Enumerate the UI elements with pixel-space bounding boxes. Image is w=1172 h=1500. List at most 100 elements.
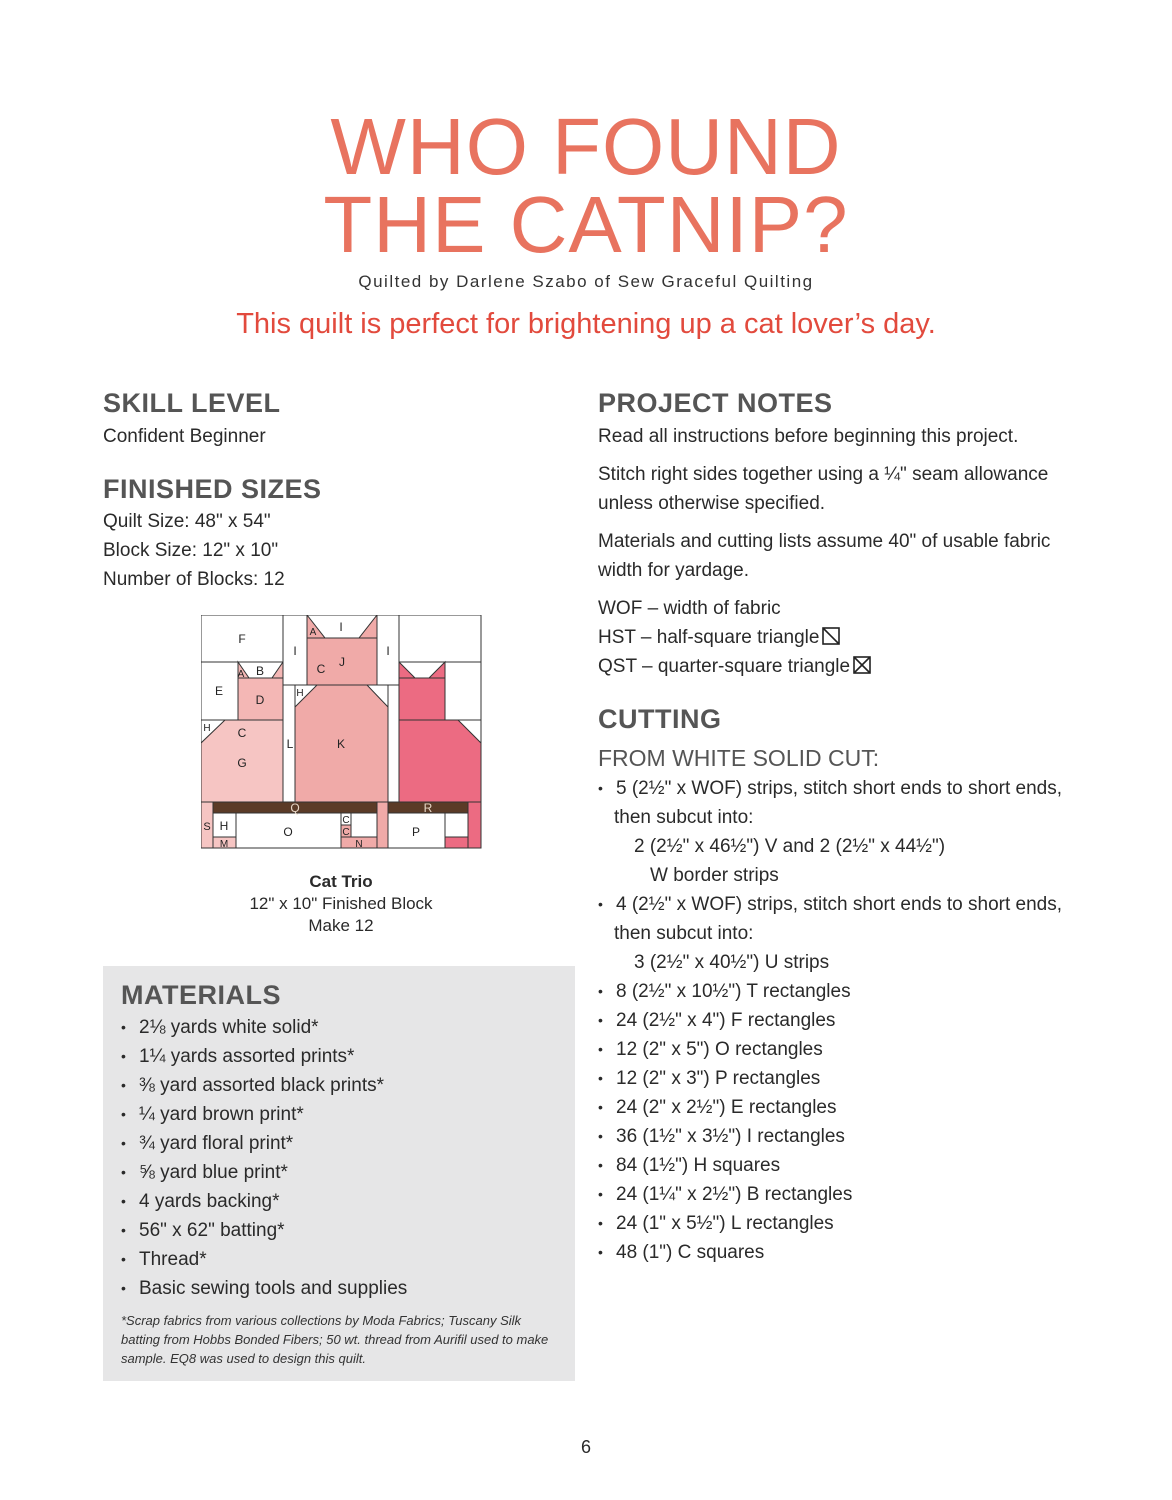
materials-footnote: *Scrap fabrics from various collections … [121,1313,549,1366]
label-c: C [317,662,326,676]
material-item: ⅝ yard blue print* [121,1158,557,1187]
cutting-item: 48 (1") C squares [598,1238,1078,1267]
right-ear-right [427,660,446,679]
center-strip [376,801,389,849]
note-wof: WOF – width of fabric [598,598,781,619]
right-cat-head [398,677,446,721]
cutting-item: 24 (1¼" x 2½") B rectangles [598,1180,1078,1209]
cat-trio-block-diagram: F I I I A A B J C C E D H H G L K Q R S … [201,615,482,849]
note-p2: Stitch right sides together using a ¼" s… [598,464,1049,514]
material-item: 1¼ yards assorted prints* [121,1042,557,1071]
piece-p [387,812,446,849]
white-small-right [444,812,469,838]
skill-value: Confident Beginner [103,426,266,447]
note-p1: Read all instructions before beginning t… [598,426,1019,447]
white-small [350,812,378,838]
project-notes-section: PROJECT NOTES Read all instructions befo… [598,388,1078,681]
label-a: A [238,669,245,680]
hst-text: HST – half-square triangle [598,627,820,648]
qst-text: QST – quarter-square triangle [598,656,851,677]
cutting-subline: W border strips [650,865,779,886]
finished-sizes-section: FINISHED SIZES Quilt Size: 48" x 54" Blo… [103,474,322,594]
label-h: H [296,688,303,699]
label-f: F [238,632,245,646]
skill-level-section: SKILL LEVEL Confident Beginner [103,388,281,451]
cutting-subline: 2 (2½" x 46½") V and 2 (2½" x 44½") [634,836,946,857]
qst-icon [853,656,871,674]
tagline: This quilt is perfect for brightening up… [236,308,936,340]
note-qst: QST – quarter-square triangle [598,652,1078,681]
label-j: J [339,655,345,669]
label-c: C [342,815,349,826]
cutting-heading: CUTTING [598,704,722,734]
cutting-item: 12 (2" x 3") P rectangles [598,1064,1078,1093]
note-hst: HST – half-square triangle [598,623,1078,652]
title-line-1: WHO FOUND [330,102,842,191]
title-line-2: THE CATNIP? [323,180,849,269]
label-h: H [203,723,210,734]
cutting-item: 24 (2½" x 4") F rectangles [598,1006,1078,1035]
material-item: Thread* [121,1245,557,1274]
note-p3: Materials and cutting lists assume 40" o… [598,531,1051,581]
label-o: O [283,825,292,839]
cutting-subheading: FROM WHITE SOLID CUT: [598,745,880,771]
cutting-item: 12 (2" x 5") O rectangles [598,1035,1078,1064]
label-i: I [386,644,389,658]
cutting-section: CUTTING FROM WHITE SOLID CUT: 5 (2½" x W… [598,704,1078,1267]
label-r: R [424,801,433,815]
block-caption-size: 12" x 10" Finished Block [249,894,433,913]
top-right-white [398,615,482,663]
right-ear-left [398,660,417,679]
label-q: Q [290,801,299,815]
block-caption-make: Make 12 [308,916,374,935]
label-i: I [293,644,296,658]
piece-n [340,836,378,849]
size-item: Number of Blocks: 12 [103,569,285,590]
dark-square [444,836,469,849]
label-b: B [256,664,264,678]
cutting-item: 24 (2" x 2½") E rectangles [598,1093,1078,1122]
byline: Quilted by Darlene Szabo of Sew Graceful… [358,272,814,291]
cutting-item: 84 (1½") H squares [598,1151,1078,1180]
piece-h-left [201,719,227,744]
materials-list: 2⅛ yards white solid* 1¼ yards assorted … [121,1013,557,1303]
label-p: P [412,825,420,839]
material-item: Basic sewing tools and supplies [121,1274,557,1303]
cutting-subline: then subcut into: [614,923,754,944]
material-item: 56" x 62" batting* [121,1216,557,1245]
right-cat-body [398,719,482,803]
materials-heading: MATERIALS [121,980,281,1010]
label-s: S [203,821,210,833]
right-corner [456,719,482,745]
material-item: ¼ yard brown print* [121,1100,557,1129]
notes-heading: PROJECT NOTES [598,388,833,418]
label-k: K [337,737,345,751]
cutting-item: 8 (2½" x 10½") T rectangles [598,977,1078,1006]
skill-heading: SKILL LEVEL [103,388,281,418]
strip-right [387,684,400,803]
piece-a-center [306,615,327,639]
label-d: D [256,693,265,707]
hst-icon [822,627,841,645]
label-a: A [310,627,317,638]
label-h: H [220,819,229,833]
cutting-subline: 3 (2½" x 40½") U strips [634,952,830,973]
label-l: L [287,737,294,751]
cutting-list: 5 (2½" x WOF) strips, stitch short ends … [598,774,1078,1267]
label-c: C [238,726,247,740]
material-item: ⅜ yard assorted black prints* [121,1071,557,1100]
page-number: 6 [580,1437,591,1457]
label-c: C [342,827,349,838]
materials-box: MATERIALS 2⅛ yards white solid* 1¼ yards… [103,966,575,1381]
piece-j [306,637,378,686]
cutting-item: 4 (2½" x WOF) strips, stitch short ends … [598,890,1078,919]
piece-a-left [237,660,250,679]
size-item: Quilt Size: 48" x 54" [103,511,271,532]
piece-d [237,677,284,721]
label-e: E [215,684,223,698]
sizes-heading: FINISHED SIZES [103,474,322,504]
piece-g [201,719,284,803]
piece-f [201,615,284,663]
block-caption-title: Cat Trio [309,872,373,891]
